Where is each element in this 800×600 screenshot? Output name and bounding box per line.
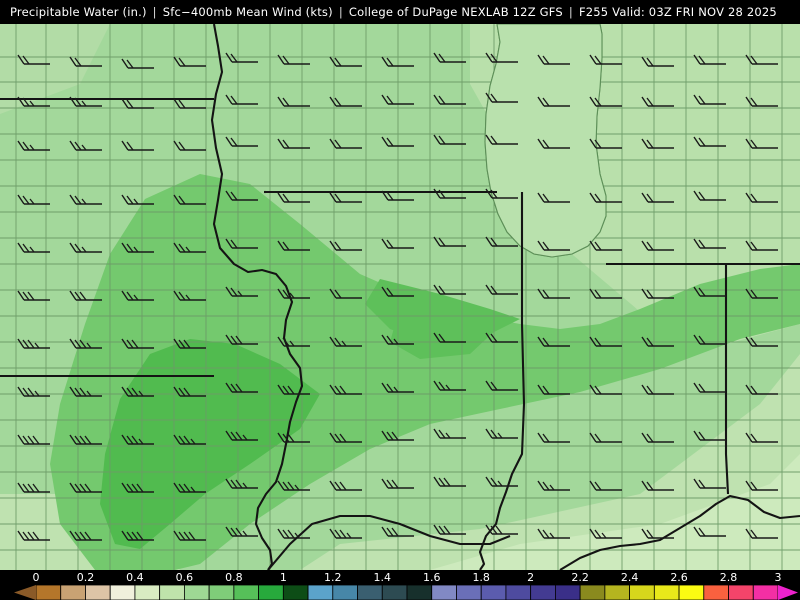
colorbar-segment <box>406 585 433 600</box>
title-separator-1: | <box>152 5 157 19</box>
colorbar-segment <box>530 585 556 600</box>
colorbar-segment <box>728 585 754 600</box>
colorbar-segment <box>208 585 235 600</box>
colorbar-tick-label: 1 <box>279 571 287 584</box>
colorbar-segment <box>233 585 260 600</box>
state-boundaries <box>0 24 800 570</box>
colorbar-graphic <box>14 585 798 600</box>
state-line-ohio-river-east <box>559 494 800 570</box>
colorbar-tick-label: 1.8 <box>472 571 490 584</box>
colorbar-segment <box>579 585 606 600</box>
colorbar-tick-label: 1.4 <box>373 571 392 584</box>
colorbar-segment <box>629 585 655 600</box>
colorbar-tick-label: 0 <box>32 571 40 584</box>
state-line-indiana-illinois <box>478 192 526 570</box>
map-canvas[interactable] <box>0 24 800 570</box>
colorbar-tick-label: 0.2 <box>76 571 95 584</box>
colorbar-tick-label: 1.6 <box>422 571 441 584</box>
colorbar-tick-label: 2.8 <box>719 571 738 584</box>
colorbar-segment <box>134 585 161 600</box>
colorbar-tick-label: 2.6 <box>670 571 688 584</box>
state-line-ohio-river <box>267 514 511 570</box>
pw-band-core-e <box>390 314 500 359</box>
lake-michigan-mask <box>484 24 607 258</box>
pw-band-light-nw <box>0 24 110 114</box>
title-product: Precipitable Water (in.) <box>10 5 147 19</box>
colorbar-segment <box>480 585 507 600</box>
colorbar-segment <box>505 585 532 600</box>
colorbar-tick-labels: 0 0.2 0.4 0.6 0.8 1 1.2 1.4 1.6 1.8 2 2.2 2.4 2.6 2.8 3 <box>0 570 800 585</box>
colorbar-segment <box>703 585 729 600</box>
colorbar-tick-label: 2 <box>527 571 535 584</box>
pw-band-light-se <box>300 354 800 570</box>
title-wind-overlay: Sfc−400mb Mean Wind (kts) <box>162 5 333 19</box>
map-graphic <box>0 24 800 570</box>
colorbar-segment <box>357 585 383 600</box>
colorbar-tick-label: 0.4 <box>126 571 144 584</box>
colorbar-tick-label: 3 <box>774 571 782 584</box>
title-model-source: College of DuPage NEXLAB 12Z GFS <box>348 5 563 19</box>
colorbar-segment <box>282 585 309 600</box>
colorbar-segment <box>431 585 457 600</box>
title-separator-3: | <box>568 5 573 19</box>
colorbar-segment <box>85 585 111 600</box>
state-line-indiana-ohio <box>724 264 730 495</box>
colorbar-segment <box>653 585 680 600</box>
colorbar-tick-label: 0.6 <box>175 571 194 584</box>
colorbar-segment <box>381 585 408 600</box>
colorbar-tick-label: 2.4 <box>620 571 639 584</box>
colorbar-segment <box>258 585 284 600</box>
colorbar-segment <box>332 585 358 600</box>
colorbar-segment <box>752 585 779 600</box>
colorbar-segment <box>456 585 482 600</box>
map-title-bar: Precipitable Water (in.) | Sfc−400mb Mea… <box>0 0 800 24</box>
colorbar-over-arrow <box>778 585 798 600</box>
pw-band-lighter-se <box>430 454 800 570</box>
colorbar-segment <box>183 585 210 600</box>
colorbar-tick-label: 0.8 <box>225 571 243 584</box>
title-valid-time: F255 Valid: 03Z FRI NOV 28 2025 <box>578 5 777 19</box>
colorbar-segment <box>307 585 334 600</box>
colorbar-segment <box>60 585 86 600</box>
state-line-mississippi-river <box>210 24 304 570</box>
colorbar-segment <box>159 585 185 600</box>
colorbar-under-arrow <box>14 585 36 600</box>
pw-band-core <box>100 339 320 549</box>
title-separator-2: | <box>338 5 343 19</box>
colorbar-segment <box>109 585 136 600</box>
colorbar-segment <box>35 585 62 600</box>
colorbar-tick-label: 2.2 <box>571 571 589 584</box>
colorbar-segment <box>604 585 630 600</box>
colorbar-tick-label: 1.2 <box>324 571 342 584</box>
colorbar: 0 0.2 0.4 0.6 0.8 1 1.2 1.4 1.6 1.8 2 2.2 2.4 2.6 2.8 3 <box>0 570 800 600</box>
colorbar-segment <box>555 585 581 600</box>
colorbar-swatches <box>0 585 800 600</box>
colorbar-segment <box>678 585 705 600</box>
